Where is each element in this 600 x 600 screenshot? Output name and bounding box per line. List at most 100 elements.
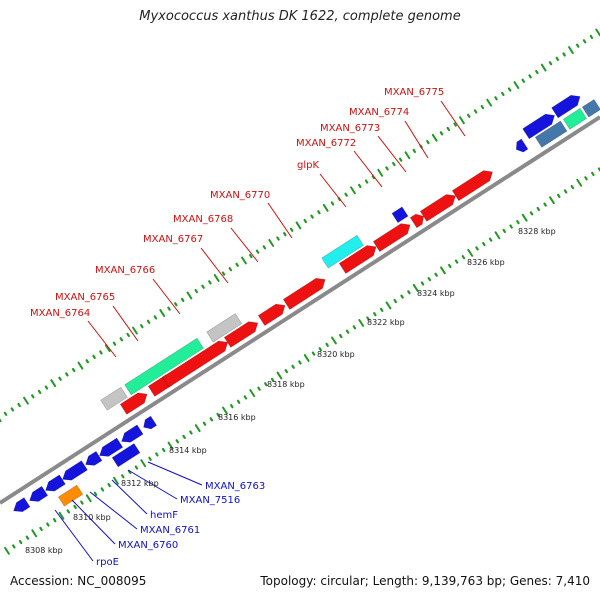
upper-tick bbox=[501, 91, 505, 97]
lower-tick bbox=[345, 329, 350, 334]
upper-tick bbox=[555, 56, 560, 61]
gene-blue bbox=[13, 497, 31, 513]
lower-tick bbox=[298, 360, 302, 365]
upper-tick bbox=[249, 253, 253, 259]
lower-tick bbox=[12, 544, 16, 549]
lower-tick bbox=[202, 421, 207, 426]
upper-tick bbox=[268, 238, 275, 247]
lower-tick bbox=[148, 456, 152, 461]
upper-tick bbox=[371, 175, 376, 180]
lower-tick bbox=[521, 213, 528, 222]
lower-tick bbox=[379, 307, 384, 312]
upper-tick bbox=[589, 34, 594, 40]
lower-tick bbox=[576, 178, 583, 187]
backbone-line bbox=[0, 115, 600, 505]
lower-tick bbox=[276, 371, 283, 380]
upper-tick bbox=[44, 385, 49, 390]
upper-tick bbox=[283, 232, 287, 237]
lower-tick bbox=[194, 424, 201, 433]
label-lower-2-leader bbox=[111, 479, 148, 515]
lower-tick bbox=[488, 237, 493, 242]
lower-tick bbox=[222, 406, 228, 415]
label-upper-2: MXAN_6773 bbox=[320, 123, 380, 134]
gene-gray bbox=[206, 313, 243, 343]
upper-tick bbox=[404, 151, 411, 160]
upper-tick bbox=[132, 326, 138, 335]
lower-tick bbox=[373, 312, 377, 317]
upper-tick bbox=[486, 98, 493, 107]
label-upper-8: MXAN_6766 bbox=[95, 265, 155, 276]
label-lower-4-leader bbox=[71, 499, 116, 545]
upper-tick bbox=[186, 291, 193, 300]
upper-tick bbox=[568, 46, 574, 55]
map-title: Myxococcus xanthus DK 1622, complete gen… bbox=[139, 9, 461, 24]
label-upper-8-leader bbox=[152, 278, 181, 315]
upper-tick bbox=[330, 201, 335, 206]
gene-red bbox=[409, 213, 424, 229]
lower-tick bbox=[39, 526, 43, 532]
lower-tick bbox=[270, 377, 275, 383]
upper-tick bbox=[494, 96, 498, 101]
lower-tick bbox=[291, 364, 295, 369]
upper-tick bbox=[37, 389, 42, 395]
upper-tick bbox=[358, 183, 362, 189]
upper-tick bbox=[446, 126, 451, 132]
lower-tick bbox=[155, 452, 159, 457]
upper-tick bbox=[317, 210, 321, 215]
upper-tick bbox=[431, 133, 438, 142]
label-upper-0-leader bbox=[440, 100, 466, 137]
lower-tick bbox=[121, 474, 125, 479]
scale-label: 8312 kbp bbox=[121, 479, 159, 488]
scale-label: 8320 kbp bbox=[317, 350, 355, 359]
upper-tick bbox=[119, 337, 124, 342]
upper-tick bbox=[507, 87, 512, 92]
gene-red bbox=[419, 194, 456, 222]
upper-tick bbox=[167, 306, 171, 311]
lower-tick bbox=[385, 301, 392, 310]
lower-tick bbox=[264, 382, 268, 387]
gene-blue bbox=[29, 485, 49, 502]
lower-tick bbox=[107, 482, 111, 488]
upper-tick bbox=[71, 367, 76, 373]
gene-blue bbox=[143, 415, 158, 430]
accession-text: Accession: NC_008095 bbox=[10, 574, 147, 588]
upper-tick bbox=[540, 63, 547, 72]
lower-tick bbox=[189, 430, 193, 435]
label-upper-10: MXAN_6764 bbox=[30, 308, 90, 319]
scale-labels: 8308 kbp 8310 kbp 8312 kbp 8314 kbp 8316 kbp… bbox=[25, 227, 556, 555]
upper-tick bbox=[398, 157, 403, 162]
label-upper-3: MXAN_6772 bbox=[296, 138, 356, 149]
gene-orange bbox=[57, 484, 84, 507]
gene-labels: MXAN_6775 MXAN_6774 MXAN_6773 MXAN_6772 glpK… bbox=[30, 87, 444, 568]
upper-tick bbox=[364, 179, 369, 184]
upper-tick bbox=[92, 354, 96, 359]
upper-tick bbox=[99, 350, 103, 355]
label-upper-4-leader bbox=[319, 173, 347, 208]
upper-tick bbox=[23, 396, 29, 405]
lower-tick bbox=[284, 369, 289, 374]
upper-tick bbox=[276, 236, 280, 241]
upper-tick bbox=[528, 74, 532, 79]
gene-green bbox=[124, 337, 204, 396]
scale-label: 8318 kbp bbox=[267, 380, 305, 389]
gene-blue bbox=[45, 474, 66, 492]
lower-tick bbox=[311, 351, 316, 356]
lower-tick bbox=[134, 465, 139, 470]
upper-tick bbox=[31, 394, 35, 399]
scale-label: 8316 kbp bbox=[218, 413, 256, 422]
upper-tick bbox=[201, 284, 205, 289]
label-upper-1: MXAN_6774 bbox=[349, 107, 409, 118]
lower-tick bbox=[243, 395, 248, 400]
upper-tick bbox=[241, 256, 247, 265]
upper-tick bbox=[50, 379, 57, 388]
upper-tick bbox=[3, 411, 8, 416]
lower-tick bbox=[475, 246, 479, 251]
lower-tick bbox=[407, 290, 411, 295]
lower-tick bbox=[467, 248, 474, 257]
gene-red bbox=[223, 321, 259, 348]
lower-tick bbox=[427, 277, 432, 282]
gene-blue bbox=[111, 443, 141, 468]
upper-tick bbox=[77, 361, 84, 370]
upper-tick bbox=[208, 280, 212, 285]
